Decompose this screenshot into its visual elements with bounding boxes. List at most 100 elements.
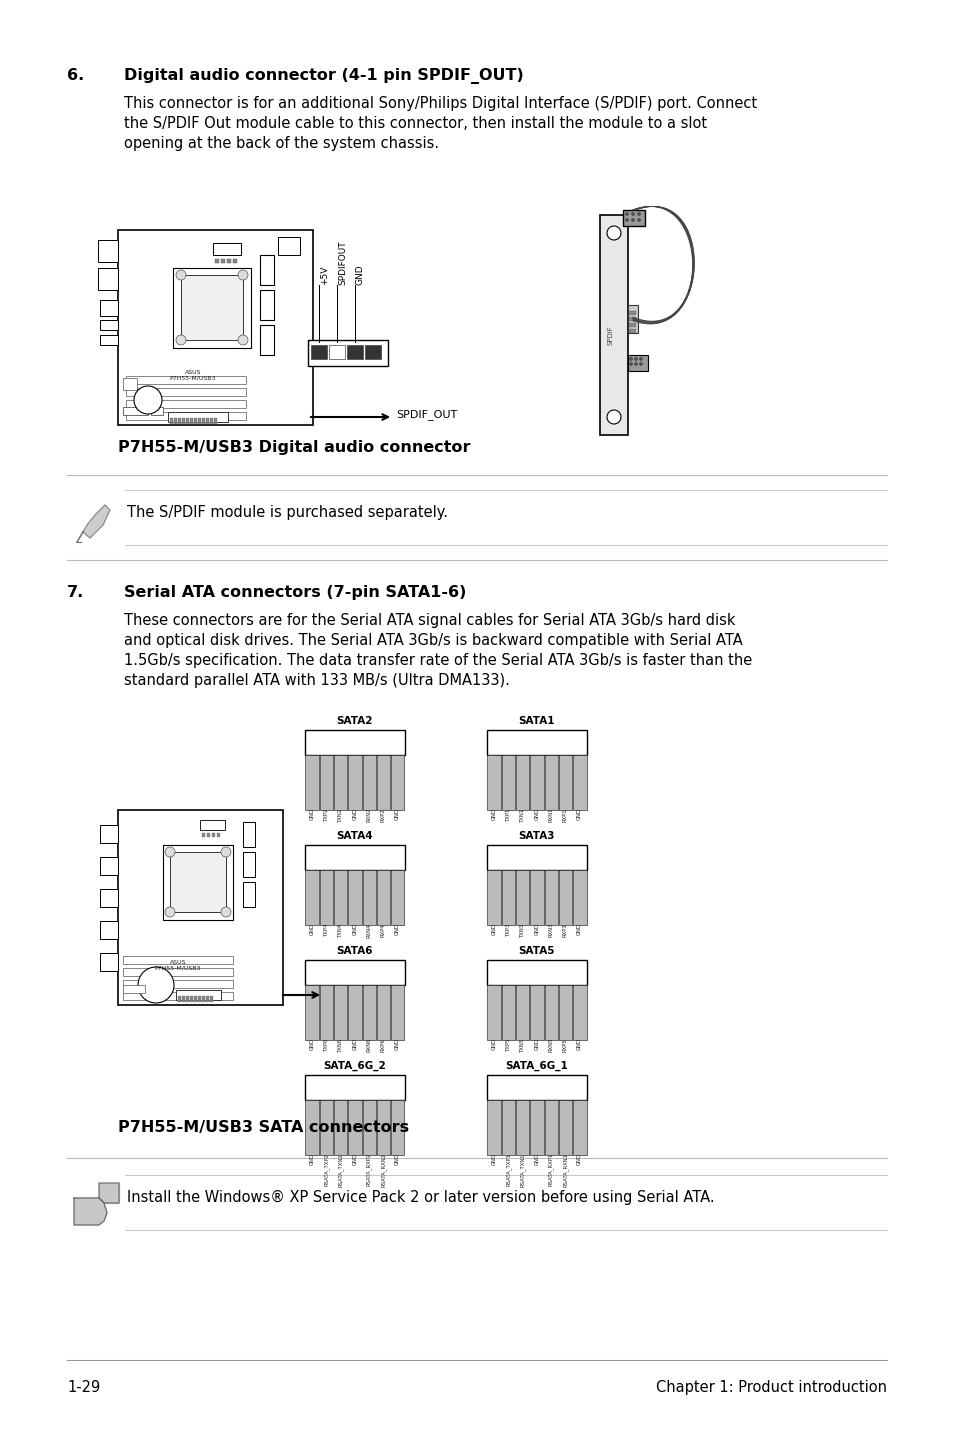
Bar bbox=[198, 418, 201, 424]
Circle shape bbox=[133, 385, 162, 414]
Text: GND: GND bbox=[534, 1153, 538, 1165]
Bar bbox=[260, 290, 274, 321]
Bar bbox=[348, 755, 361, 810]
Bar bbox=[365, 345, 380, 360]
Bar bbox=[216, 833, 220, 837]
Bar bbox=[391, 870, 404, 925]
Bar bbox=[126, 388, 246, 395]
Bar bbox=[362, 870, 375, 925]
Bar bbox=[487, 755, 500, 810]
Text: GND: GND bbox=[491, 1038, 496, 1050]
Text: GND: GND bbox=[309, 1153, 314, 1165]
Text: +5V: +5V bbox=[319, 266, 329, 285]
Text: RXN2: RXN2 bbox=[366, 808, 372, 823]
Text: RXN3: RXN3 bbox=[548, 923, 553, 938]
Text: GND: GND bbox=[395, 923, 400, 935]
Bar bbox=[173, 418, 177, 424]
Bar bbox=[376, 870, 390, 925]
Text: This connector is for an additional Sony/Philips Digital Interface (S/PDIF) port: This connector is for an additional Sony… bbox=[124, 96, 757, 111]
Bar bbox=[210, 997, 213, 1002]
Bar bbox=[193, 997, 196, 1002]
Circle shape bbox=[221, 907, 231, 917]
Text: Digital audio connector (4-1 pin SPDIF_OUT): Digital audio connector (4-1 pin SPDIF_O… bbox=[124, 68, 523, 83]
Bar bbox=[501, 985, 515, 1040]
Bar bbox=[100, 825, 118, 843]
Text: TXP6: TXP6 bbox=[323, 1038, 329, 1051]
Bar bbox=[501, 1100, 515, 1155]
Bar bbox=[347, 345, 363, 360]
Bar bbox=[516, 985, 529, 1040]
Text: ASUS
P7H55-M/USB3: ASUS P7H55-M/USB3 bbox=[154, 961, 201, 971]
Bar bbox=[362, 755, 375, 810]
Text: The S/PDIF module is purchased separately.: The S/PDIF module is purchased separatel… bbox=[127, 505, 448, 521]
Bar bbox=[376, 755, 390, 810]
Text: RXN6: RXN6 bbox=[366, 1038, 372, 1053]
Text: GND: GND bbox=[577, 1153, 581, 1165]
Text: GND: GND bbox=[355, 265, 365, 285]
Polygon shape bbox=[83, 505, 110, 538]
Bar bbox=[123, 407, 148, 416]
Text: GND: GND bbox=[352, 923, 357, 935]
Bar bbox=[182, 997, 185, 1002]
Text: RSATA_RXP2: RSATA_RXP2 bbox=[366, 1153, 372, 1186]
Bar bbox=[100, 889, 118, 907]
Bar bbox=[123, 378, 137, 390]
Bar bbox=[391, 755, 404, 810]
Bar bbox=[376, 1100, 390, 1155]
Bar bbox=[486, 846, 586, 870]
Circle shape bbox=[639, 362, 641, 365]
Bar bbox=[348, 985, 361, 1040]
Circle shape bbox=[634, 358, 637, 361]
Bar bbox=[391, 1100, 404, 1155]
Bar bbox=[362, 1100, 375, 1155]
Bar bbox=[348, 1100, 361, 1155]
Text: GND: GND bbox=[491, 808, 496, 820]
Text: GND: GND bbox=[352, 1153, 357, 1165]
Text: RXN4: RXN4 bbox=[366, 923, 372, 938]
Text: GND: GND bbox=[577, 808, 581, 820]
Bar bbox=[123, 985, 145, 994]
Text: Install the Windows® XP Service Pack 2 or later version before using Serial ATA.: Install the Windows® XP Service Pack 2 o… bbox=[127, 1191, 714, 1205]
Text: opening at the back of the system chassis.: opening at the back of the system chassi… bbox=[124, 137, 438, 151]
Bar bbox=[100, 920, 118, 939]
Bar bbox=[305, 1100, 318, 1155]
Text: GND: GND bbox=[491, 1153, 496, 1165]
Bar bbox=[558, 755, 572, 810]
Bar bbox=[202, 997, 205, 1002]
Text: GND: GND bbox=[534, 1038, 538, 1050]
Text: SATA5: SATA5 bbox=[518, 946, 555, 956]
Circle shape bbox=[631, 219, 634, 221]
Text: TXN6: TXN6 bbox=[337, 1038, 343, 1053]
Bar bbox=[628, 316, 636, 321]
Text: standard parallel ATA with 133 MB/s (Ultra DMA133).: standard parallel ATA with 133 MB/s (Ult… bbox=[124, 673, 509, 687]
Bar bbox=[198, 997, 201, 1002]
Text: RXP3: RXP3 bbox=[562, 923, 567, 936]
Bar bbox=[599, 216, 627, 436]
Bar bbox=[573, 870, 586, 925]
Bar bbox=[243, 851, 254, 877]
Text: Serial ATA connectors (7-pin SATA1-6): Serial ATA connectors (7-pin SATA1-6) bbox=[124, 585, 466, 600]
Bar bbox=[233, 259, 236, 263]
Bar bbox=[227, 259, 231, 263]
Text: ASUS
P7H55-M/USB3: ASUS P7H55-M/USB3 bbox=[170, 370, 216, 381]
Bar bbox=[305, 870, 318, 925]
Bar bbox=[334, 985, 347, 1040]
Bar bbox=[334, 1100, 347, 1155]
Bar bbox=[530, 985, 543, 1040]
Text: RSATA_RXN2: RSATA_RXN2 bbox=[380, 1153, 386, 1186]
Text: RXN5: RXN5 bbox=[548, 1038, 553, 1053]
Bar bbox=[348, 870, 361, 925]
Text: SATA6: SATA6 bbox=[336, 946, 373, 956]
Text: RSATA_TXP2: RSATA_TXP2 bbox=[323, 1153, 329, 1186]
Bar bbox=[516, 870, 529, 925]
Text: TXN4: TXN4 bbox=[337, 923, 343, 938]
Bar bbox=[213, 243, 241, 255]
Bar bbox=[123, 992, 233, 999]
Bar bbox=[118, 810, 283, 1005]
Bar bbox=[628, 311, 636, 315]
Text: GND: GND bbox=[577, 1038, 581, 1050]
Text: GND: GND bbox=[577, 923, 581, 935]
Bar bbox=[305, 731, 405, 755]
Text: GND: GND bbox=[534, 923, 538, 935]
Bar bbox=[558, 985, 572, 1040]
